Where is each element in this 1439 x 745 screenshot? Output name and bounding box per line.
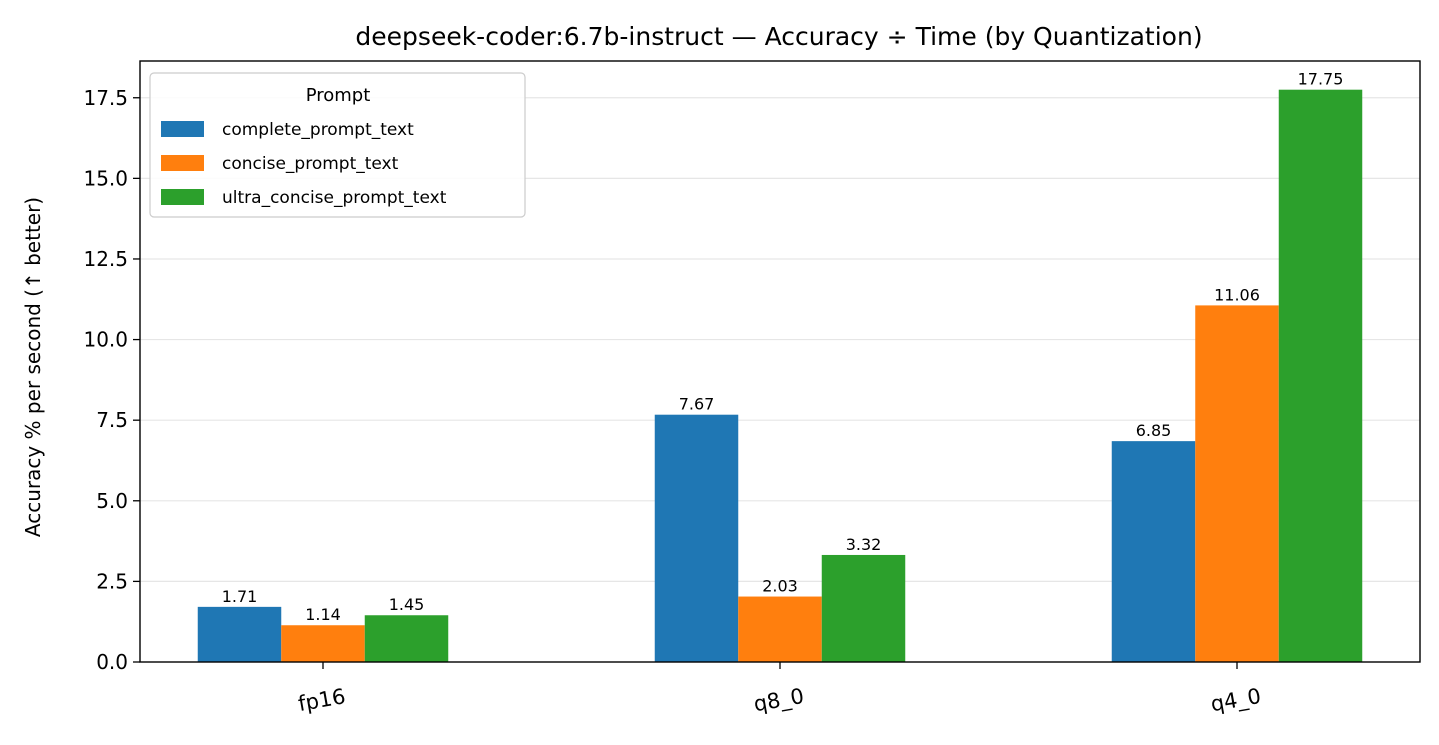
- y-tick-label: 12.5: [83, 247, 128, 271]
- gridlines: [140, 97, 1420, 582]
- y-tick-label: 7.5: [96, 408, 128, 432]
- bar-complete_prompt_text-fp16: [197, 606, 282, 662]
- y-tick-label: 17.5: [83, 86, 128, 110]
- data-label: 1.14: [305, 605, 341, 624]
- chart-title: deepseek-coder:6.7b-instruct — Accuracy …: [355, 22, 1202, 51]
- bar-ultra_concise_prompt_text-fp16: [364, 615, 449, 662]
- bar-concise_prompt_text-fp16: [281, 625, 365, 662]
- legend-title: Prompt: [306, 85, 371, 106]
- y-tick-label: 15.0: [83, 166, 128, 190]
- legend: Prompt complete_prompt_text concise_promp…: [149, 72, 526, 218]
- y-tick-label: 0.0: [96, 650, 128, 674]
- legend-swatch-concise_prompt_text: [161, 155, 204, 171]
- bars: [197, 89, 1363, 663]
- bar-concise_prompt_text-q4_0: [1195, 305, 1279, 662]
- data-label: 3.32: [846, 535, 882, 554]
- legend-label: complete_prompt_text: [222, 120, 414, 140]
- data-label: 1.71: [222, 587, 258, 606]
- y-tick-label: 5.0: [96, 489, 128, 513]
- data-label: 17.75: [1298, 70, 1344, 89]
- bar-complete_prompt_text-q8_0: [654, 414, 739, 662]
- bar-ultra_concise_prompt_text-q4_0: [1278, 89, 1363, 663]
- data-label: 11.06: [1214, 285, 1260, 304]
- y-tick-label: 10.0: [83, 328, 128, 352]
- legend-swatch-ultra_concise_prompt_text: [161, 189, 204, 205]
- bar-ultra_concise_prompt_text-q8_0: [821, 554, 906, 662]
- data-label: 7.67: [679, 395, 715, 414]
- legend-box: [149, 72, 526, 218]
- y-tick-label: 2.5: [96, 569, 128, 593]
- data-labels: 1.71 1.14 1.45 7.67 2.03 3.32 6.85 11.06 17.75: [222, 70, 1344, 625]
- data-label: 2.03: [762, 577, 798, 596]
- legend-label: ultra_concise_prompt_text: [222, 188, 447, 208]
- bar-concise_prompt_text-q8_0: [738, 596, 822, 662]
- y-axis-label: Accuracy % per second (↑ better): [21, 197, 45, 537]
- bar-complete_prompt_text-q4_0: [1111, 441, 1196, 662]
- data-label: 1.45: [389, 595, 425, 614]
- y-axis: 0.0 2.5 5.0 7.5 10.0 12.5 15.0 17.5: [83, 86, 140, 674]
- legend-label: concise_prompt_text: [222, 154, 399, 174]
- plot-frame: [139, 60, 1421, 663]
- legend-swatch-complete_prompt_text: [161, 121, 204, 137]
- data-label: 6.85: [1136, 421, 1172, 440]
